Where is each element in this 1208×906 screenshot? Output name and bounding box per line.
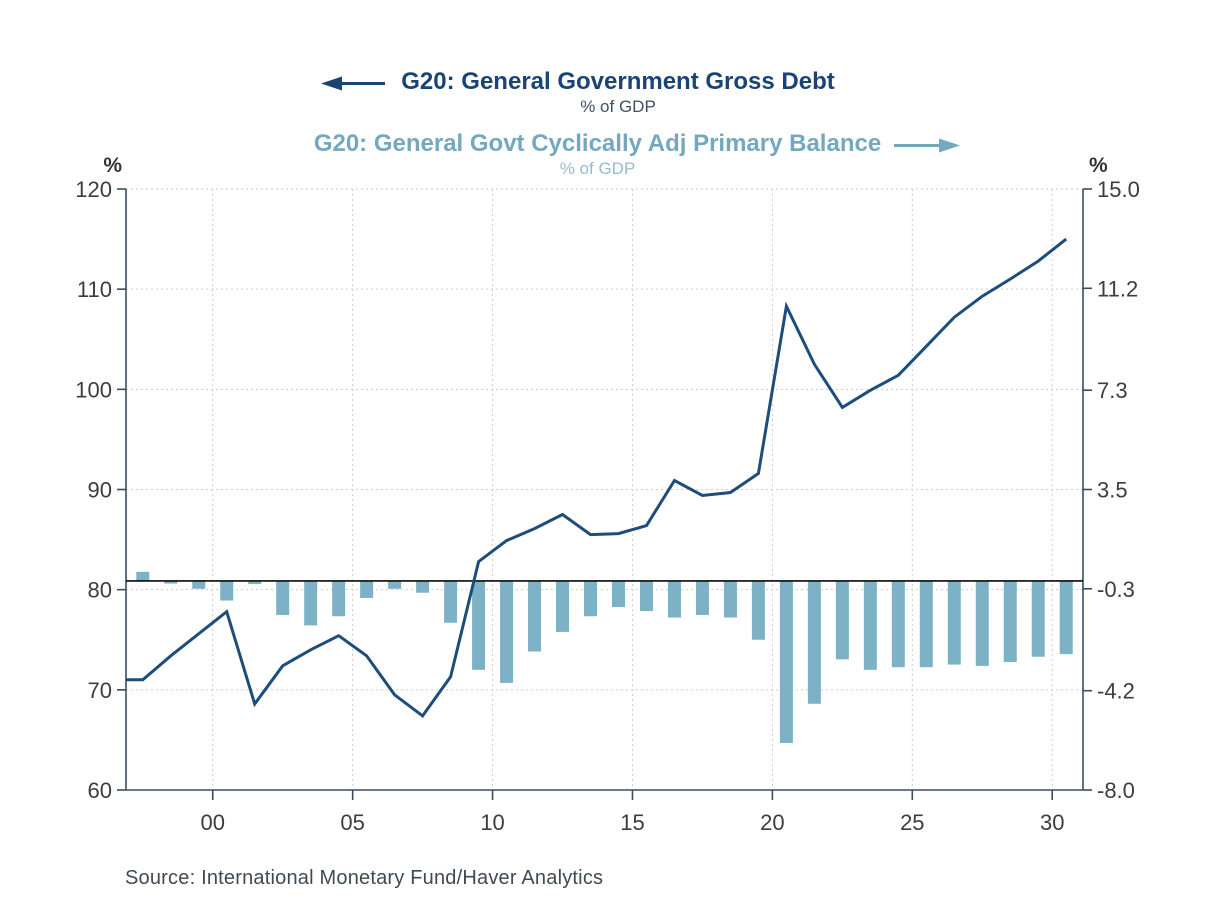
left-axis-unit-label: % [103,154,122,177]
bar-1999 [192,580,206,589]
x-axis-tick-label: 10 [480,810,504,835]
x-axis-tick-label: 20 [760,810,784,835]
bar-2029 [1031,580,1045,657]
bar-2006 [388,580,402,589]
series2-title-row: G20: General Govt Cyclically Adj Primary… [33,131,1208,178]
x-axis-tick-label: 30 [1040,810,1064,835]
line-series [126,237,1068,719]
bar-2019 [751,580,765,640]
bar-2026 [947,580,961,665]
source-note: Source: International Monetary Fund/Have… [125,867,604,889]
bar-2021 [807,580,821,704]
bar-2001 [248,580,262,585]
right-axis-tick-label: -4.2 [1097,679,1135,704]
gridlines [126,188,1083,790]
bar-2010 [500,580,514,683]
bar-2024 [891,580,905,668]
bar-2003 [304,580,318,626]
bar-2012 [556,580,570,632]
bar-2009 [472,580,486,670]
bar-2022 [835,580,849,660]
bar-2027 [975,580,989,666]
series1-subtitle: % of GDP [580,97,656,116]
bar-2011 [528,580,542,652]
bar-1997 [136,571,150,581]
bar-2000 [220,580,234,601]
axis-ticks-and-labels: 120 110 100 90 80 70 60 15.0 11.2 7.3 3.5 -0.3 -4.2 -… [75,154,1140,835]
left-axis-tick-label: 100 [75,377,112,402]
left-axis-tick-label: 90 [88,478,112,503]
right-axis-tick-label: -8.0 [1097,778,1135,803]
left-axis-tick-label: 120 [75,177,112,202]
bar-2018 [723,580,737,618]
bar-2025 [919,580,933,668]
x-axis-tick-label: 00 [201,810,225,835]
bar-2028 [1003,580,1017,662]
right-axis-tick-label: -0.3 [1097,577,1135,602]
bar-2016 [667,580,681,618]
right-axis-tick-label: 7.3 [1097,378,1128,403]
bar-2002 [276,580,290,615]
right-axis-tick-label: 3.5 [1097,478,1128,503]
bar-2013 [584,580,598,617]
right-axis-tick-label: 15.0 [1097,177,1140,202]
series1-title-row: G20: General Government Gross Debt % of … [0,69,1182,116]
left-axis-tick-label: 80 [88,578,112,603]
bar-2008 [444,580,458,623]
series2-subtitle: % of GDP [559,159,636,178]
bar-2015 [639,580,653,612]
bar-1998 [164,580,178,584]
series1-title: G20: General Government Gross Debt [401,68,835,95]
right-axis-tick-label: 11.2 [1097,276,1138,301]
left-axis-tick-label: 110 [77,277,112,302]
left-arrow-icon [321,76,386,91]
bar-2004 [332,580,346,617]
bar-2023 [863,580,877,670]
x-axis-tick-label: 25 [900,810,924,835]
right-arrow-icon [894,138,961,153]
bar-2014 [611,580,625,608]
series2-title: G20: General Govt Cyclically Adj Primary… [313,130,882,157]
bar-2020 [779,580,793,743]
bar-2007 [416,580,430,593]
left-axis-tick-label: 70 [88,678,112,703]
left-axis-tick-label: 60 [88,778,112,803]
axis-frame [125,189,1084,791]
bar-2030 [1059,580,1073,655]
bar-series [136,571,1073,743]
debt-line [126,237,1068,719]
bar-2005 [360,580,374,598]
right-axis-unit-label: % [1089,154,1108,177]
x-axis-tick-label: 15 [620,810,644,835]
x-axis-tick-label: 05 [340,810,364,835]
bar-2017 [695,580,709,615]
